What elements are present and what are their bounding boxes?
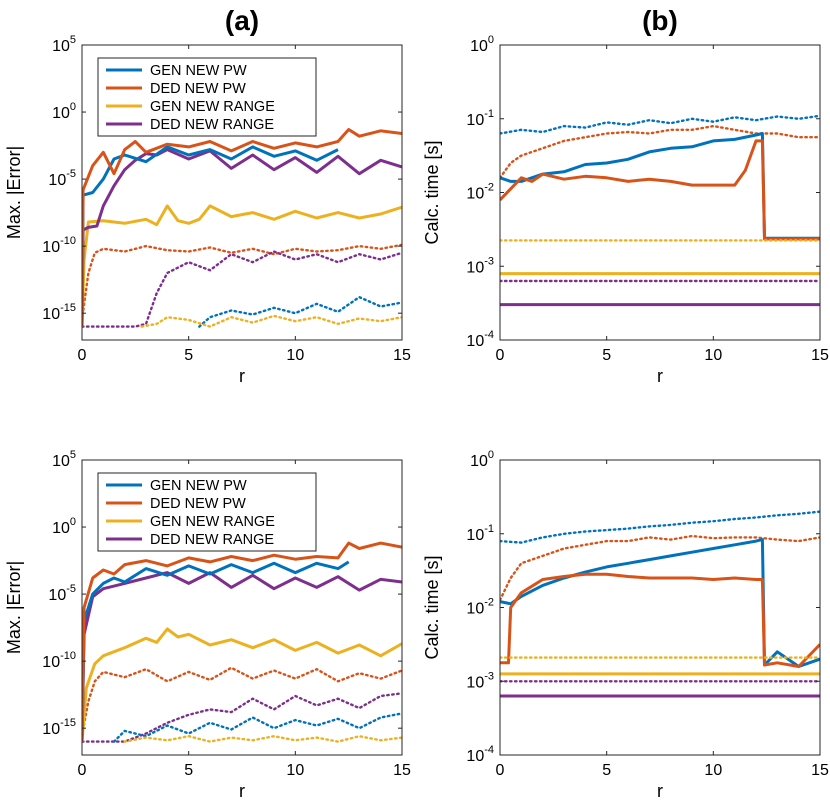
chart-top-time: 0 5 10 15 100 10-1 10-2 10-3 10-4 r Calc. time [s] — [422, 34, 829, 386]
legend: GEN NEW PW DED NEW PW GEN NEW RANGE DED NEW… — [97, 57, 317, 137]
axes-box — [81, 459, 403, 756]
x-tick-label: 15 — [393, 762, 411, 779]
x-tick-label: 15 — [393, 347, 411, 364]
series-ded-new-range-solid — [82, 571, 402, 742]
series-gen-new-pw-solid — [82, 560, 350, 742]
y-tick-label: 100 — [470, 34, 494, 55]
x-axis-label: r — [657, 781, 663, 801]
series-gen-new-range-dotted — [140, 314, 402, 328]
y-tick-label: 105 — [52, 449, 76, 470]
x-tick-label: 5 — [184, 762, 193, 779]
y-tick-label: 100 — [470, 449, 494, 470]
y-tick-label: 10-15 — [42, 302, 76, 323]
panel-label-a: (a) — [225, 5, 259, 36]
chart-bottom-error: 0 5 10 15 105 100 10-5 10-10 10-15 r Max. |Error| G… — [4, 449, 411, 801]
series-ded-new-pw-dotted — [82, 666, 402, 737]
series-ded-new-range-dotted — [82, 250, 402, 328]
chart-bottom-time: 0 5 10 15 100 10-1 10-2 10-3 10-4 r Calc. time [s] — [422, 449, 829, 801]
series-ded-new-range-dotted — [82, 692, 402, 743]
legend: GEN NEW PW DED NEW PW GEN NEW RANGE DED NEW… — [97, 472, 317, 552]
series-gen-new-pw-dotted — [500, 510, 820, 544]
series-gen-new-pw-dotted — [198, 295, 402, 328]
x-axis-label: r — [239, 781, 245, 801]
y-tick-label: 10-10 — [42, 650, 76, 671]
y-tick-label: 10-3 — [466, 255, 494, 276]
x-tick-label: 5 — [602, 347, 611, 364]
x-tick-label: 10 — [704, 762, 722, 779]
series-ded-new-pw-solid — [82, 128, 402, 327]
y-tick-label: 10-2 — [466, 182, 494, 203]
x-tick-label: 15 — [811, 762, 829, 779]
series-ded-new-pw-dotted — [500, 124, 820, 180]
axes-box — [499, 44, 821, 341]
chart-top-error: 0 5 10 15 105 100 10-5 10-10 10-15 r Max. |Error| G… — [4, 34, 411, 386]
y-tick-label: 10-4 — [466, 329, 494, 350]
axes-box — [499, 459, 821, 756]
legend-entry: GEN NEW PW — [150, 478, 247, 494]
y-axis-label: Calc. time [s] — [422, 140, 442, 244]
y-tick-label: 10-1 — [466, 108, 494, 129]
series-ded-new-pw-dotted — [500, 534, 820, 602]
series-ded-new-pw-solid — [500, 139, 820, 241]
x-tick-label: 5 — [602, 762, 611, 779]
x-tick-label: 0 — [78, 347, 87, 364]
legend-entry: DED NEW PW — [150, 496, 246, 512]
series-gen-new-pw-dotted — [112, 712, 402, 743]
x-tick-label: 15 — [811, 347, 829, 364]
series-ded-new-pw-dotted — [82, 243, 402, 322]
y-tick-label: 100 — [52, 101, 76, 122]
legend-entry: DED NEW PW — [150, 81, 246, 97]
y-axis-label: Max. |Error| — [4, 561, 24, 654]
y-tick-label: 100 — [52, 516, 76, 537]
legend-entry: DED NEW RANGE — [150, 532, 274, 548]
series-gen-new-range-dotted — [123, 735, 402, 743]
series-gen-new-pw-solid — [82, 145, 339, 327]
y-tick-label: 10-1 — [466, 523, 494, 544]
y-tick-label: 10-2 — [466, 597, 494, 618]
y-tick-label: 10-5 — [48, 168, 76, 189]
y-tick-label: 10-4 — [466, 744, 494, 765]
series-ded-new-pw-solid — [82, 541, 402, 742]
y-axis-label: Calc. time [s] — [422, 555, 442, 659]
y-tick-label: 105 — [52, 34, 76, 55]
panel-label-b: (b) — [642, 5, 678, 36]
axes-box — [81, 44, 403, 341]
series-gen-new-pw-solid — [500, 538, 820, 668]
series-gen-new-pw-dotted — [500, 114, 820, 135]
y-tick-label: 10-10 — [42, 235, 76, 256]
x-tick-label: 10 — [286, 347, 304, 364]
legend-entry: GEN NEW RANGE — [150, 514, 275, 530]
legend-entry: DED NEW RANGE — [150, 117, 274, 133]
series-gen-new-range-solid — [82, 204, 402, 327]
legend-entry: GEN NEW PW — [150, 63, 247, 79]
x-tick-label: 0 — [78, 762, 87, 779]
y-tick-label: 10-5 — [48, 583, 76, 604]
series-gen-new-range-solid — [82, 627, 402, 742]
x-tick-label: 0 — [496, 762, 505, 779]
series-ded-new-pw-solid — [500, 572, 820, 668]
series-gen-new-pw-solid — [500, 132, 820, 240]
x-axis-label: r — [239, 366, 245, 386]
x-tick-label: 0 — [496, 347, 505, 364]
y-tick-label: 10-3 — [466, 670, 494, 691]
x-tick-label: 5 — [184, 347, 193, 364]
y-axis-label: Max. |Error| — [4, 146, 24, 239]
legend-entry: GEN NEW RANGE — [150, 99, 275, 115]
x-tick-label: 10 — [704, 347, 722, 364]
x-tick-label: 10 — [286, 762, 304, 779]
x-axis-label: r — [657, 366, 663, 386]
series-ded-new-range-solid — [82, 148, 402, 327]
y-tick-label: 10-15 — [42, 717, 76, 738]
